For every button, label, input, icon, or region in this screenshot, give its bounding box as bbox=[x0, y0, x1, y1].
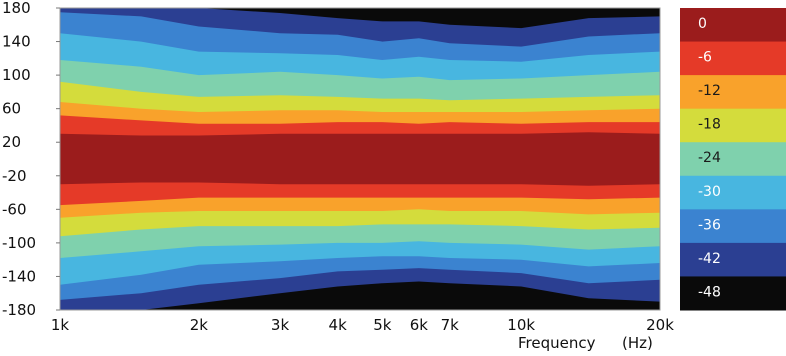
y-tick-label: -180 bbox=[2, 301, 36, 319]
colorbar-swatch bbox=[680, 8, 786, 43]
colorbar-label: -30 bbox=[698, 184, 721, 200]
x-tick-label: 10k bbox=[507, 316, 535, 334]
colorbar-swatch bbox=[680, 75, 786, 110]
colorbar-swatch bbox=[680, 142, 786, 177]
y-tick-label: 140 bbox=[2, 33, 31, 51]
x-tick-label: 6k bbox=[410, 316, 429, 334]
y-tick-label: -60 bbox=[2, 200, 27, 218]
y-axis: 180 140 100 60 20 -20 -60 -100 -140 -180 bbox=[2, 0, 60, 319]
level-band-0 bbox=[60, 132, 660, 186]
colorbar-label: -6 bbox=[698, 50, 712, 66]
x-tick-label: 7k bbox=[441, 316, 460, 334]
y-tick-label: 180 bbox=[2, 0, 31, 17]
x-tick-label: 4k bbox=[329, 316, 348, 334]
plot-area bbox=[60, 8, 660, 310]
colorbar-label: -48 bbox=[698, 284, 721, 300]
plot-frame bbox=[59, 7, 661, 311]
x-axis: 1k 2k 3k 4k 5k 6k 7k 10k 20k bbox=[51, 316, 674, 334]
colorbar-swatch bbox=[680, 276, 786, 311]
colorbar-swatch bbox=[680, 209, 786, 244]
y-tick-label: -140 bbox=[2, 267, 36, 285]
colorbar-swatch bbox=[680, 41, 786, 76]
y-tick-label: 60 bbox=[2, 100, 21, 118]
colorbar-label: 0 bbox=[698, 16, 707, 32]
colorbar: 0 -6 -12 -18 -24 -30 -36 -42 -48 bbox=[680, 8, 786, 311]
x-tick-label: 3k bbox=[271, 316, 290, 334]
x-tick-label: 2k bbox=[190, 316, 209, 334]
y-tick-label: -20 bbox=[2, 167, 27, 185]
colorbar-label: -24 bbox=[698, 150, 721, 166]
y-tick-label: 100 bbox=[2, 66, 31, 84]
colorbar-label: -36 bbox=[698, 217, 721, 233]
x-tick-label: 5k bbox=[373, 316, 392, 334]
x-tick-label: 1k bbox=[51, 316, 70, 334]
x-tick-label: 20k bbox=[646, 316, 674, 334]
colorbar-swatch bbox=[680, 242, 786, 277]
colorbar-swatch bbox=[680, 175, 786, 210]
colorbar-label: -18 bbox=[698, 117, 721, 133]
colorbar-label: -42 bbox=[698, 251, 721, 267]
colorbar-label: -12 bbox=[698, 83, 721, 99]
x-axis-label: Frequency bbox=[518, 334, 596, 352]
y-tick-label: -100 bbox=[2, 234, 36, 252]
y-tick-label: 20 bbox=[2, 133, 21, 151]
x-axis-unit: (Hz) bbox=[622, 334, 653, 352]
colorbar-swatch bbox=[680, 108, 786, 143]
